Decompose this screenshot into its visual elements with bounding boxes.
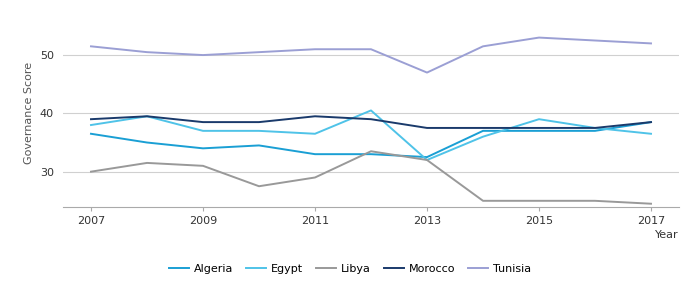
Morocco [255, 120, 263, 124]
Egypt [87, 123, 95, 127]
Libya [199, 164, 207, 168]
Line: Morocco: Morocco [91, 116, 651, 128]
Algeria [479, 129, 487, 133]
Tunisia [199, 53, 207, 57]
Algeria [535, 129, 543, 133]
Tunisia [367, 48, 375, 51]
Tunisia [535, 36, 543, 39]
Libya [87, 170, 95, 173]
Algeria [367, 152, 375, 156]
Egypt [311, 132, 319, 135]
Morocco [591, 126, 599, 130]
Algeria [647, 120, 655, 124]
Tunisia [479, 44, 487, 48]
Algeria [423, 155, 431, 159]
Algeria [255, 144, 263, 147]
Egypt [591, 126, 599, 130]
Algeria [143, 141, 151, 144]
Morocco [479, 126, 487, 130]
Line: Egypt: Egypt [91, 110, 651, 160]
Algeria [591, 129, 599, 133]
Morocco [535, 126, 543, 130]
Line: Libya: Libya [91, 151, 651, 204]
Egypt [423, 158, 431, 162]
Libya [535, 199, 543, 203]
Morocco [143, 115, 151, 118]
Morocco [367, 117, 375, 121]
Libya [479, 199, 487, 203]
Libya [367, 150, 375, 153]
Line: Tunisia: Tunisia [91, 38, 651, 73]
Y-axis label: Governance Score: Governance Score [25, 62, 34, 164]
Morocco [647, 120, 655, 124]
Egypt [143, 115, 151, 118]
Libya [591, 199, 599, 203]
Egypt [647, 132, 655, 135]
Tunisia [311, 48, 319, 51]
Egypt [535, 117, 543, 121]
Libya [423, 158, 431, 162]
Legend: Algeria, Egypt, Libya, Morocco, Tunisia: Algeria, Egypt, Libya, Morocco, Tunisia [164, 260, 536, 279]
Libya [255, 185, 263, 188]
Algeria [87, 132, 95, 135]
Egypt [199, 129, 207, 133]
Tunisia [255, 51, 263, 54]
Tunisia [647, 42, 655, 45]
Morocco [87, 117, 95, 121]
Morocco [311, 115, 319, 118]
Libya [311, 176, 319, 179]
Tunisia [591, 39, 599, 42]
Tunisia [143, 51, 151, 54]
Tunisia [87, 44, 95, 48]
Algeria [199, 147, 207, 150]
Morocco [423, 126, 431, 130]
Egypt [255, 129, 263, 133]
Text: Year: Year [655, 230, 679, 240]
Egypt [479, 135, 487, 138]
Libya [143, 161, 151, 165]
Tunisia [423, 71, 431, 74]
Algeria [311, 152, 319, 156]
Morocco [199, 120, 207, 124]
Egypt [367, 109, 375, 112]
Line: Algeria: Algeria [91, 122, 651, 157]
Libya [647, 202, 655, 205]
